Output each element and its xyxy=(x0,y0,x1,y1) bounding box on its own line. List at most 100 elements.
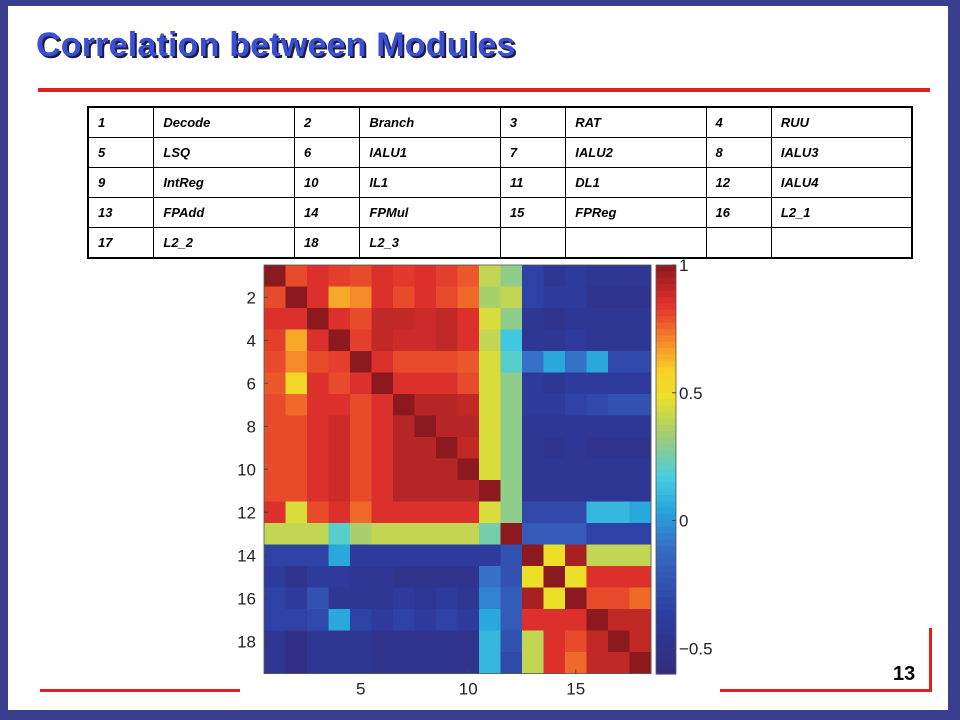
heatmap-cell xyxy=(350,480,372,502)
heatmap-cell xyxy=(414,587,437,610)
colorbar-tick-label: 0 xyxy=(679,512,688,531)
heatmap-cell xyxy=(307,351,329,373)
heatmap-cell xyxy=(371,523,394,545)
heatmap-cell xyxy=(586,394,609,416)
heatmap-cell xyxy=(393,394,415,416)
module-number-cell: 1 xyxy=(87,106,155,138)
heatmap-cell xyxy=(522,523,544,545)
colorbar-segment xyxy=(656,533,676,541)
heatmap-cell xyxy=(522,480,544,502)
heatmap-cell xyxy=(328,329,351,352)
heatmap-cell xyxy=(393,501,415,524)
heatmap-cell xyxy=(264,480,286,502)
heatmap-cell xyxy=(479,415,501,438)
module-number-cell: 8 xyxy=(705,137,772,168)
y-tick-label: 4 xyxy=(247,331,256,350)
module-name-cell: IntReg xyxy=(153,167,295,198)
heatmap-cell xyxy=(371,587,394,610)
heatmap-cell xyxy=(522,566,544,588)
slide-frame-right xyxy=(948,0,960,720)
heatmap-cell xyxy=(522,587,544,610)
heatmap-cell xyxy=(500,501,523,524)
y-tick-label: 8 xyxy=(247,417,256,436)
heatmap-cell xyxy=(414,329,437,352)
heatmap-cell xyxy=(328,523,351,545)
slide-title: Correlation between Modules xyxy=(36,26,516,64)
colorbar-tick-label: 1 xyxy=(679,256,688,275)
heatmap-cell xyxy=(565,372,587,395)
module-name-cell: L2_1 xyxy=(770,197,913,228)
module-number-cell: 10 xyxy=(293,167,361,198)
heatmap-cell xyxy=(565,329,587,352)
heatmap-cell xyxy=(414,394,437,416)
colorbar-segment xyxy=(656,501,676,509)
heatmap-cell xyxy=(629,587,652,610)
heatmap-cell xyxy=(264,630,286,653)
heatmap-cell xyxy=(565,544,587,567)
heatmap-cell xyxy=(371,286,394,309)
heatmap-cell xyxy=(436,501,458,524)
heatmap-cell xyxy=(307,437,329,459)
heatmap-cell xyxy=(500,523,523,545)
module-number-cell: 15 xyxy=(499,197,567,228)
colorbar-segment xyxy=(656,277,676,285)
colorbar-segment xyxy=(656,578,676,586)
heatmap-cell xyxy=(328,286,351,309)
module-number-cell: 6 xyxy=(293,137,361,168)
colorbar-segment xyxy=(656,482,676,490)
module-number-cell: 13 xyxy=(87,197,155,228)
heatmap-cell xyxy=(565,415,587,438)
heatmap-cell xyxy=(500,265,523,287)
heatmap-cell xyxy=(457,609,480,631)
colorbar-segment xyxy=(656,520,676,528)
heatmap-cell xyxy=(629,566,652,588)
module-number-cell: 4 xyxy=(705,106,772,138)
colorbar-segment xyxy=(656,610,676,618)
module-name-cell: LSQ xyxy=(153,137,295,168)
heatmap-cell xyxy=(328,630,351,653)
module-name-cell: RUU xyxy=(770,106,913,138)
colorbar-segment xyxy=(656,661,676,669)
heatmap-cell xyxy=(328,351,351,373)
heatmap-cell xyxy=(586,372,609,395)
heatmap-cell xyxy=(307,587,329,610)
colorbar-segment xyxy=(656,367,676,375)
heatmap-cell xyxy=(350,587,372,610)
heatmap-cell xyxy=(307,630,329,653)
heatmap-cell xyxy=(565,630,587,653)
heatmap-cell xyxy=(285,630,308,653)
heatmap-cell xyxy=(350,544,372,567)
heatmap-cell xyxy=(371,308,394,330)
colorbar-segment xyxy=(656,354,676,362)
heatmap-cell xyxy=(307,652,329,674)
heatmap-cell xyxy=(586,544,609,567)
title-underline xyxy=(38,88,930,92)
heatmap-cell xyxy=(350,652,372,674)
heatmap-cell xyxy=(586,415,609,438)
heatmap-cell xyxy=(457,652,480,674)
heatmap-cell xyxy=(586,308,609,330)
heatmap-cell xyxy=(264,652,286,674)
heatmap-cell xyxy=(500,544,523,567)
module-name-cell xyxy=(565,227,707,259)
heatmap-cell xyxy=(457,372,480,395)
heatmap-cell xyxy=(608,523,630,545)
heatmap-cell xyxy=(371,501,394,524)
heatmap-cell xyxy=(500,286,523,309)
colorbar-segment xyxy=(656,558,676,566)
heatmap-cell xyxy=(500,437,523,459)
heatmap-cell xyxy=(586,329,609,352)
heatmap-cell xyxy=(307,523,329,545)
heatmap-cell xyxy=(586,523,609,545)
slide-frame-bottom xyxy=(0,710,960,720)
heatmap-cell xyxy=(264,286,286,309)
heatmap-cell xyxy=(264,265,286,287)
heatmap-cell xyxy=(350,329,372,352)
heatmap-cell xyxy=(565,587,587,610)
heatmap-cell xyxy=(565,265,587,287)
module-number-cell xyxy=(499,227,567,259)
heatmap-cell xyxy=(350,351,372,373)
heatmap-cell xyxy=(285,372,308,395)
heatmap-cell xyxy=(328,501,351,524)
